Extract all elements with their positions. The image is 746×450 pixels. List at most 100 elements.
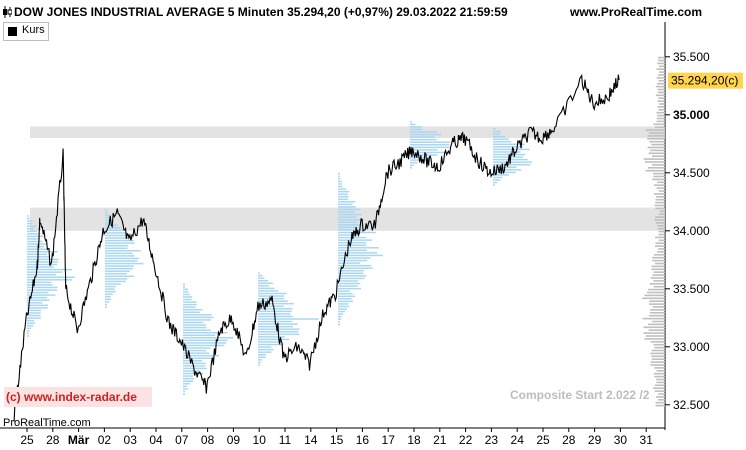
volume-profile-bar: [338, 213, 362, 216]
composite-profile-bar: [648, 303, 665, 305]
volume-profile-bar: [493, 181, 498, 184]
x-tick-label: 03: [124, 433, 138, 447]
composite-profile-bar: [642, 317, 665, 320]
volume-profile-bar: [183, 296, 193, 298]
volume-profile-bar: [105, 244, 129, 247]
volume-profile-bar: [258, 285, 270, 287]
volume-profile-bar: [105, 288, 115, 290]
composite-profile-bar: [652, 172, 665, 175]
volume-profile-bar: [105, 229, 124, 232]
composite-profile-bar: [657, 74, 665, 76]
composite-profile-bar: [645, 129, 665, 131]
last-price-label: 35.294,20(c): [671, 74, 738, 88]
volume-profile-bar: [258, 277, 265, 279]
volume-profile-bar: [27, 327, 32, 330]
series-legend[interactable]: Kurs: [3, 22, 49, 41]
volume-profile-bar: [338, 185, 343, 188]
composite-profile-bar: [651, 265, 665, 268]
composite-profile-bar: [650, 277, 665, 279]
volume-profile-bar: [183, 283, 185, 285]
volume-profile-bar: [410, 154, 438, 156]
volume-profile-bar: [338, 180, 342, 183]
x-tick-label: 25: [536, 433, 550, 447]
volume-profile-bar: [27, 243, 47, 245]
volume-profile-bar: [258, 295, 285, 297]
volume-profile-bar: [338, 203, 353, 206]
volume-profile-bar: [338, 267, 373, 269]
volume-profile-bar: [338, 264, 372, 267]
volume-profile-bar: [338, 292, 353, 295]
volume-profile-bar: [105, 216, 112, 219]
volume-profile-bar: [27, 261, 59, 263]
volume-profile-bar: [183, 382, 191, 385]
volume-profile-bar: [258, 356, 266, 359]
x-tick-label: 21: [433, 433, 447, 447]
volume-profile-bar: [27, 215, 29, 217]
composite-profile-bar: [649, 140, 665, 143]
volume-profile-bar: [258, 336, 285, 338]
volume-profile-bar: [183, 380, 194, 382]
x-tick-label: 02: [98, 433, 112, 447]
composite-profile-bar: [653, 175, 665, 178]
composite-profile-bar: [657, 181, 665, 184]
volume-profile-bar: [27, 258, 59, 261]
composite-note: Composite Start 2.022 /2: [510, 388, 650, 402]
volume-profile-bar: [410, 123, 416, 126]
volume-profile-bar: [338, 272, 364, 275]
composite-profile-bar: [658, 190, 665, 192]
last-price-tag: [668, 72, 743, 89]
volume-profile-bar: [183, 385, 187, 388]
volume-profile-bar: [258, 361, 261, 364]
volume-profile-bar: [410, 133, 442, 136]
composite-profile-bar: [644, 338, 665, 340]
volume-profile-bar: [27, 314, 41, 317]
volume-profile-bar: [27, 250, 58, 253]
composite-profile-bar: [653, 343, 665, 346]
chart-header: DOW JONES INDUSTRIAL AVERAGE 5 Minuten 3…: [0, 0, 746, 22]
volume-profile-bar: [183, 357, 215, 359]
volume-profile-bar: [493, 171, 516, 174]
provider-url[interactable]: www.ProRealTime.com: [570, 5, 703, 19]
volume-profile-bar: [105, 252, 133, 255]
volume-profile-bar: [410, 149, 438, 151]
x-tick-label: 29: [588, 433, 602, 447]
volume-profile-bar: [338, 259, 368, 262]
volume-profile-bar: [183, 293, 190, 296]
volume-profile-bar: [338, 280, 359, 282]
volume-profile-bar: [258, 287, 275, 290]
volume-profile-bar: [27, 284, 53, 286]
volume-profile-bar: [338, 257, 371, 259]
volume-profile-bar: [183, 326, 207, 329]
composite-profile-bar: [657, 114, 665, 117]
volume-profile-bar: [493, 143, 525, 146]
volume-profile-bar: [183, 314, 212, 316]
composite-profile-bar: [649, 300, 665, 302]
composite-profile-bar: [642, 297, 665, 300]
volume-profile-bar: [183, 286, 185, 288]
volume-profile-bar: [258, 282, 273, 285]
volume-profile-bar: [105, 221, 113, 224]
composite-profile-bar: [658, 71, 665, 73]
composite-profile-bar: [647, 138, 665, 140]
volume-profile-bar: [183, 342, 227, 344]
volume-profile-bar: [338, 247, 380, 249]
volume-profile-bar: [105, 239, 134, 242]
composite-profile-bar: [648, 323, 665, 326]
volume-profile-bar: [338, 277, 365, 280]
x-tick-label: 09: [227, 433, 241, 447]
volume-profile-bar: [338, 262, 360, 264]
volume-profile-bar: [338, 321, 340, 323]
composite-profile-bar: [652, 306, 665, 308]
x-tick-label: 15: [330, 433, 344, 447]
volume-profile-bar: [27, 222, 33, 225]
volume-profile-bar: [258, 346, 272, 348]
volume-profile-bar: [258, 272, 260, 274]
volume-profile-bar: [338, 282, 361, 285]
volume-profile-bar: [338, 196, 349, 198]
volume-profile-bar: [493, 169, 522, 171]
volume-profile-bar: [183, 334, 216, 337]
volume-profile-bar: [493, 130, 501, 133]
composite-profile-bar: [650, 361, 665, 363]
volume-profile-bar: [105, 303, 107, 306]
